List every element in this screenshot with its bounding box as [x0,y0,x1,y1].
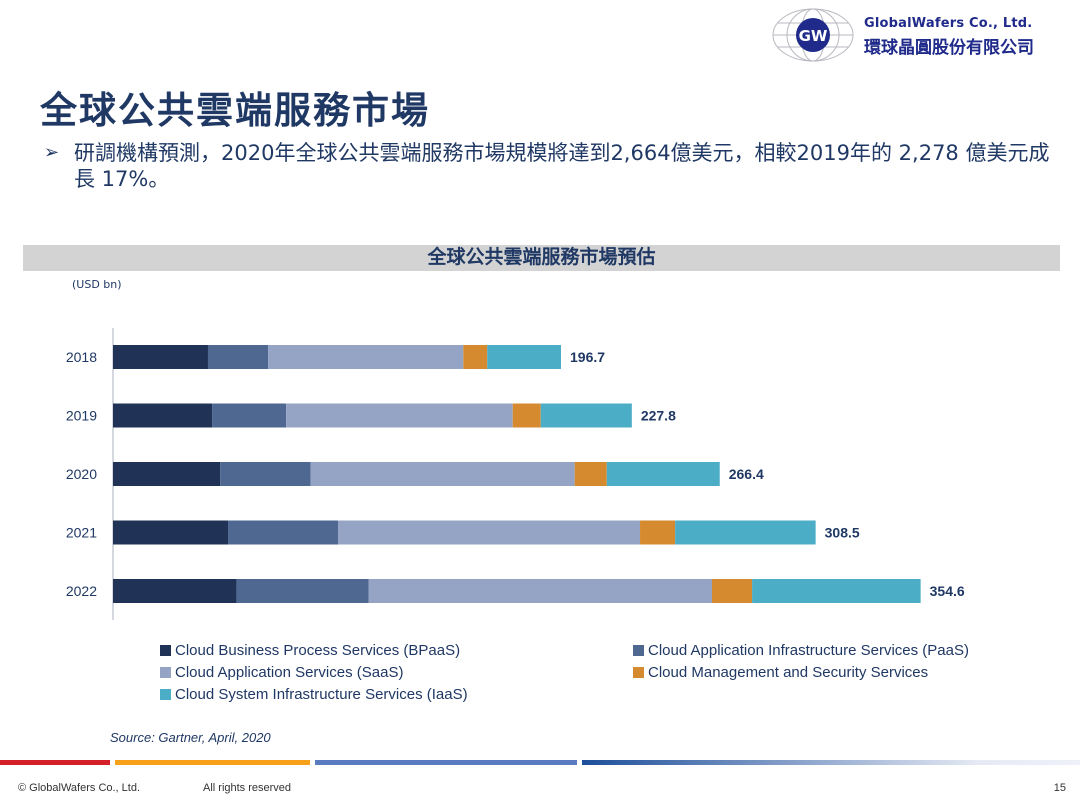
bar-segment-2020-s4 [606,462,720,486]
bar-segment-2020-s1 [220,462,311,486]
total-label-2021: 308.5 [825,525,860,541]
legend-swatch [160,689,171,700]
logo-name-en: GlobalWafers Co., Ltd. [864,16,1033,31]
bar-segment-2020-s0 [113,462,221,486]
footer-color-bars [0,760,1080,765]
bar-segment-2021-s2 [338,520,641,545]
logo-name-zh: 環球晶圓股份有限公司 [864,38,1034,58]
total-label-2022: 354.6 [930,583,965,599]
category-label-2022: 2022 [66,583,97,599]
bar-segment-2019-s3 [512,403,541,428]
footer-copyright: © GlobalWafers Co., Ltd. [18,782,141,794]
total-label-2019: 227.8 [641,408,676,424]
unit-label: (USD bn) [72,278,122,291]
legend-label: Cloud Business Process Services (BPaaS) [175,642,461,659]
source-note: Source: Gartner, April, 2020 [110,730,271,745]
legend-label: Cloud System Infrastructure Services (Ia… [175,686,468,703]
bar-segment-2018-s2 [268,345,464,369]
legend-label: Cloud Application Infrastructure Service… [648,642,969,659]
bar-segment-2022-s0 [113,579,237,603]
category-label-2019: 2019 [66,408,97,424]
bar-segment-2021-s1 [228,520,339,545]
arrow-bullet-icon: ➢ [44,142,60,163]
bar-segment-2018-s0 [113,345,208,369]
bar-segment-2022-s2 [368,579,713,603]
footer-bar-gradient [582,760,1080,765]
chart-title-bar: 全球公共雲端服務市場預估 [23,245,1060,271]
bar-segment-2022-s3 [712,579,753,603]
footer-bar-red [0,760,110,765]
bar-segment-2021-s3 [640,520,676,545]
bullet-point: ➢ 研調機構預測，2020年全球公共雲端服務市場規模將達到2,664億美元，相較… [44,140,1054,192]
logo-mark: GW [799,27,828,45]
legend-swatch [633,667,644,678]
bar-segment-2021-s4 [675,520,816,545]
bar-segment-2019-s4 [540,403,632,428]
bar-segment-2018-s3 [463,345,488,369]
legend-swatch [160,667,171,678]
legend-label: Cloud Management and Security Services [648,664,929,681]
company-logo: GW GlobalWafers Co., Ltd. 環球晶圓股份有限公司 [770,6,1070,64]
bar-segment-2020-s3 [574,462,607,486]
legend-item-bpaas: Cloud Business Process Services (BPaaS) [160,642,460,659]
stacked-bar-chart: 2018 196.7 2019 227.8 2020 266.4 2021 308.5 2022… [66,328,965,620]
bar-segment-2018-s1 [207,345,269,369]
bullet-text: 研調機構預測，2020年全球公共雲端服務市場規模將達到2,664億美元，相較20… [74,141,1050,191]
footer-bar-blue [315,760,577,765]
chart-title: 全球公共雲端服務市場預估 [427,246,656,268]
legend-item-paas: Cloud Application Infrastructure Service… [633,642,969,659]
total-label-2018: 196.7 [570,349,605,365]
bar-segment-2019-s0 [113,403,213,428]
legend-swatch [633,645,644,656]
legend-item-iaas: Cloud System Infrastructure Services (Ia… [160,686,468,703]
category-label-2020: 2020 [66,466,97,482]
bar-segment-2021-s0 [113,520,229,545]
bar-segment-2020-s2 [310,462,575,486]
page-title: 全球公共雲端服務市場 [40,89,430,132]
category-label-2021: 2021 [66,525,97,541]
bar-segment-2019-s1 [212,403,287,428]
bar-segment-2019-s2 [286,403,513,428]
bar-segment-2022-s1 [236,579,369,603]
bar-segment-2022-s4 [752,579,921,603]
category-label-2018: 2018 [66,349,97,365]
legend-item-saas: Cloud Application Services (SaaS) [160,664,403,681]
legend-item-management-security: Cloud Management and Security Services [633,664,928,681]
footer-bar-orange [115,760,310,765]
bar-segment-2018-s4 [487,345,561,369]
footer-rights: All rights reserved [203,782,292,794]
total-label-2020: 266.4 [729,466,764,482]
page-number: 15 [1053,782,1066,794]
legend-swatch [160,645,171,656]
legend-label: Cloud Application Services (SaaS) [175,664,404,681]
globe-logo-icon: GW [772,8,854,62]
